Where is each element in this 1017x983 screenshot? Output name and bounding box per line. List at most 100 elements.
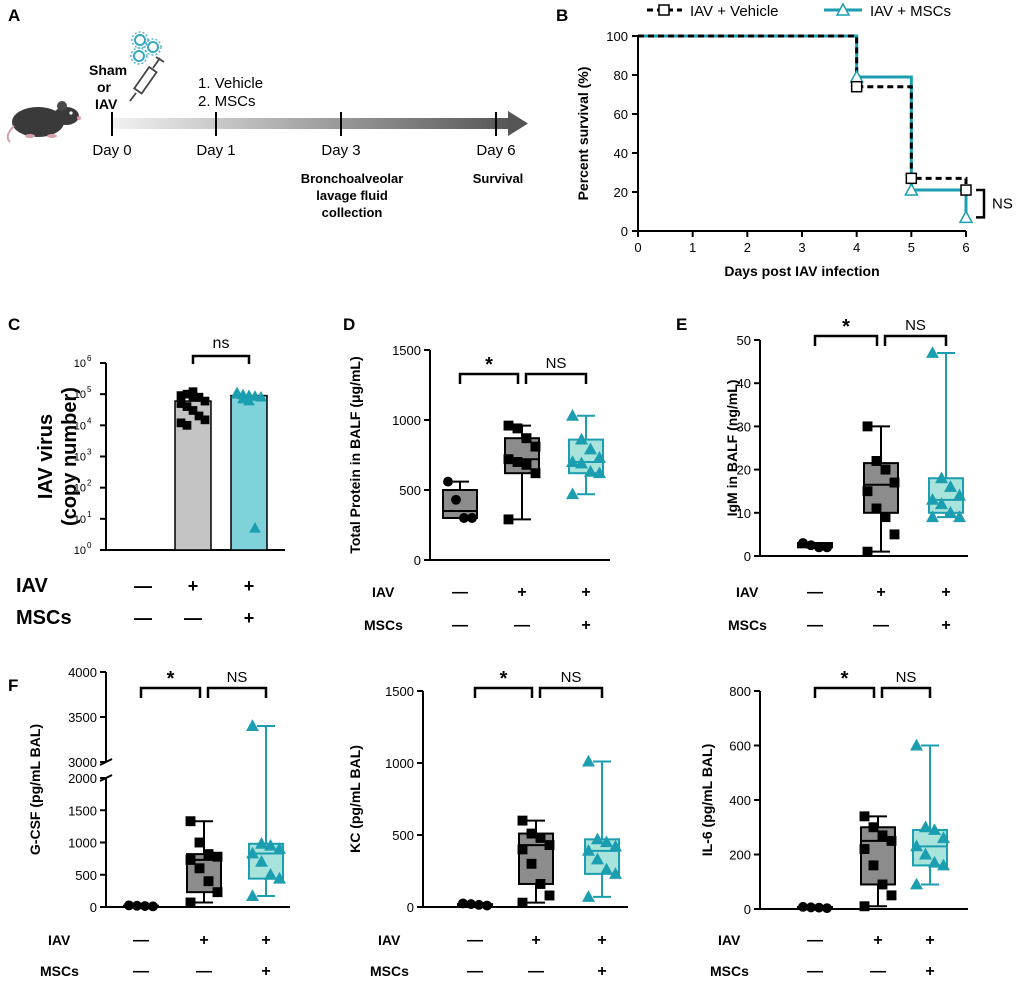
significance-star: * [500,668,508,690]
ns-label: NS [992,196,1013,213]
data-point [600,862,613,875]
data-point [255,855,268,867]
data-point [503,454,514,465]
y-tick-exponent: 3 [87,448,92,457]
ns-label: NS [905,317,926,334]
significance-bracket [813,686,876,698]
data-point [273,871,286,884]
data-point [203,876,214,887]
data-point [203,849,214,860]
data-point [264,838,277,851]
syringe-icon [129,56,165,102]
x-axis-title: Days post IAV infection [724,263,879,279]
significance-bracket [813,334,879,346]
data-point [862,546,873,557]
data-point [512,423,523,434]
x-tick-label: 1 [689,240,696,255]
row-iav-symbol: + [597,932,606,949]
survival-chart: 0 20 40 60 80 100 0 1 2 3 4 5 6 Days post IAV infecti… [575,2,1013,279]
significance-bracket [458,372,520,384]
significance-bracket [538,686,604,698]
x-tick-label: 0 [634,240,641,255]
data-point [188,392,198,401]
y-tick-label: 100 [606,29,628,44]
data-point [273,842,286,854]
row-mscs-symbol: — [184,608,202,628]
data-point [928,823,941,835]
survival-line-vehicle [638,34,968,191]
y-axis-title: Percent survival (%) [575,67,591,201]
data-point [593,466,606,479]
y-axis-title: KC (pg/mL BAL) [347,745,363,853]
y-tick-label: 60 [614,107,628,122]
data-point [246,889,259,901]
data-point [182,420,192,430]
y-tick-label: 1500 [68,803,97,818]
data-point [919,820,932,833]
row-mscs-symbol: — [807,963,823,980]
row-label-iav: IAV [378,932,401,948]
data-point [566,455,579,467]
y-axis-title: IgM in BALF (ng/mL) [724,380,740,517]
row-mscs-symbol: — [528,963,544,980]
survival-marker [958,209,974,224]
significance-bracket [883,334,948,346]
significance-bracket [139,686,202,698]
y-tick-exponent: 2 [87,479,92,488]
balf-label-3: collection [322,205,383,220]
x-tick-label: 4 [853,240,860,255]
or-label: or [97,79,112,95]
data-point [482,900,492,911]
row-iav-symbol: — [807,584,823,601]
ns-label: NS [561,669,582,686]
data-point [814,902,824,913]
y-tick-label: 0 [744,549,751,564]
igm-box-chart: 0 10 20 30 40 50 IgM in BALF (ng/mL) * NS IAV MSCs… [724,316,968,634]
panel-label-a: A [8,6,20,25]
data-point [591,832,604,845]
y-tick-label: 400 [729,793,751,808]
y-axis-title: G-CSF (pg/mL BAL) [27,724,43,855]
data-point [953,510,966,523]
row-iav-symbol: + [873,932,882,949]
data-point [188,406,198,415]
y-tick-exponent: 4 [87,416,92,425]
y-tick-exponent: 0 [87,541,92,550]
y-tick-label: 4000 [68,665,97,680]
total-protein-box-chart: 0 500 1000 1500 Total Protein in BALF (μg/mL… [347,343,610,634]
y-tick-label: 10 [74,358,86,370]
significance-star: * [485,354,493,376]
panel-label-b: B [556,6,568,25]
data-point [814,542,824,553]
data-point [535,832,546,843]
data-point [886,890,897,901]
data-point [877,879,888,890]
row-label-mscs: MSCs [728,617,767,633]
data-point [526,828,537,839]
row-label-mscs: MSCs [370,963,409,979]
data-point [237,392,249,404]
ns-label: ns [213,335,230,352]
data-point [593,451,606,463]
data-point [185,897,196,908]
row-iav-symbol: + [581,584,590,601]
data-point [255,837,268,849]
row-mscs-symbol: — [133,963,149,980]
data-point [503,420,514,431]
ns-label: NS [227,669,248,686]
row-mscs-symbol: — [870,963,886,980]
data-point [246,846,259,859]
data-point [889,529,900,540]
data-point [868,860,879,871]
data-point [255,391,267,402]
legend-label-mscs: IAV + MSCs [870,3,951,20]
x-tick-label: 6 [962,240,969,255]
data-point [937,831,950,844]
data-point [517,815,528,826]
data-point [584,465,597,477]
row-iav-symbol: + [517,584,526,601]
y-tick-label: 0 [407,900,414,915]
row-label-mscs: MSCs [40,963,79,979]
